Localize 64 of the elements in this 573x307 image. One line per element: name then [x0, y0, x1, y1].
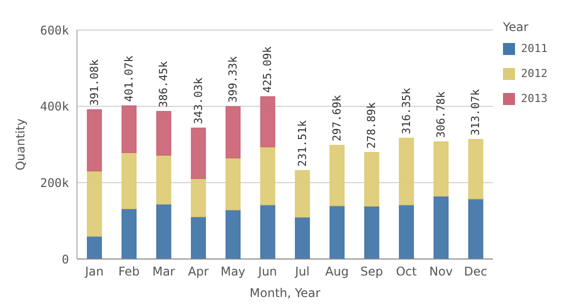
bar: [398, 138, 414, 206]
total-label: 313.07k: [469, 88, 482, 136]
bar: [260, 204, 276, 259]
bar: [226, 209, 241, 259]
bar: [434, 141, 449, 197]
bar: [294, 170, 310, 218]
y-tick-label: 200k: [40, 176, 70, 190]
total-label: 391.08k: [88, 59, 101, 106]
total-label: 386.45k: [157, 60, 170, 108]
legend-label: 2011: [520, 42, 548, 55]
total-label: 278.89k: [365, 102, 378, 149]
total-label: 401.07k: [122, 55, 136, 102]
bar: [330, 144, 345, 206]
bar: [434, 196, 449, 259]
total-label: 343.03k: [192, 77, 205, 124]
x-tick-label: Feb: [118, 264, 140, 279]
y-tick-label: 600k: [40, 23, 70, 38]
bar: [122, 208, 137, 259]
x-tick-label: Jan: [84, 264, 104, 279]
bar: [364, 152, 380, 206]
bar: [260, 146, 276, 206]
bar: [86, 170, 102, 237]
total-label: 425.09k: [261, 46, 274, 93]
y-tick-label: 0: [62, 252, 69, 266]
total-label: 316.35k: [400, 88, 413, 134]
total-label: 297.69k: [330, 94, 344, 142]
x-tick-label: Mar: [152, 264, 176, 279]
bar: [294, 216, 310, 259]
bar: [156, 204, 172, 259]
x-tick-label: Nov: [429, 264, 453, 279]
legend-label: 2013: [520, 92, 548, 105]
bar: [260, 96, 276, 148]
legend-title: Year: [503, 20, 530, 34]
bar: [468, 198, 484, 259]
x-tick-label: Apr: [188, 264, 209, 279]
x-tick-label: Dec: [464, 264, 488, 279]
x-tick-label: Oct: [396, 264, 417, 279]
bar: [156, 111, 172, 156]
y-axis-title: Quantity: [13, 118, 28, 170]
bar: [398, 204, 414, 259]
total-label: 399.33k: [226, 56, 240, 103]
x-tick-label: May: [220, 264, 246, 279]
legend-label: 2012: [520, 67, 548, 80]
x-tick-label: Jun: [257, 264, 278, 279]
bar: [226, 157, 241, 210]
bar: [226, 106, 241, 158]
total-label: 306.78k: [434, 91, 448, 138]
bar: [190, 216, 206, 259]
bar: [156, 154, 172, 205]
bar: [364, 205, 380, 259]
bar: [86, 236, 102, 259]
total-label: 231.51k: [296, 120, 309, 167]
y-tick-label: 400k: [40, 100, 70, 114]
bar: [86, 109, 102, 172]
x-tick-label: Jul: [294, 264, 310, 279]
x-axis-title: Month, Year: [250, 286, 320, 300]
bar: [190, 128, 206, 179]
bar: [122, 105, 137, 154]
bar: [468, 139, 484, 200]
bar: [190, 178, 206, 218]
x-tick-label: Aug: [325, 264, 349, 279]
x-tick-label: Sep: [360, 264, 383, 279]
bar: [122, 152, 137, 210]
bar: [330, 205, 345, 259]
